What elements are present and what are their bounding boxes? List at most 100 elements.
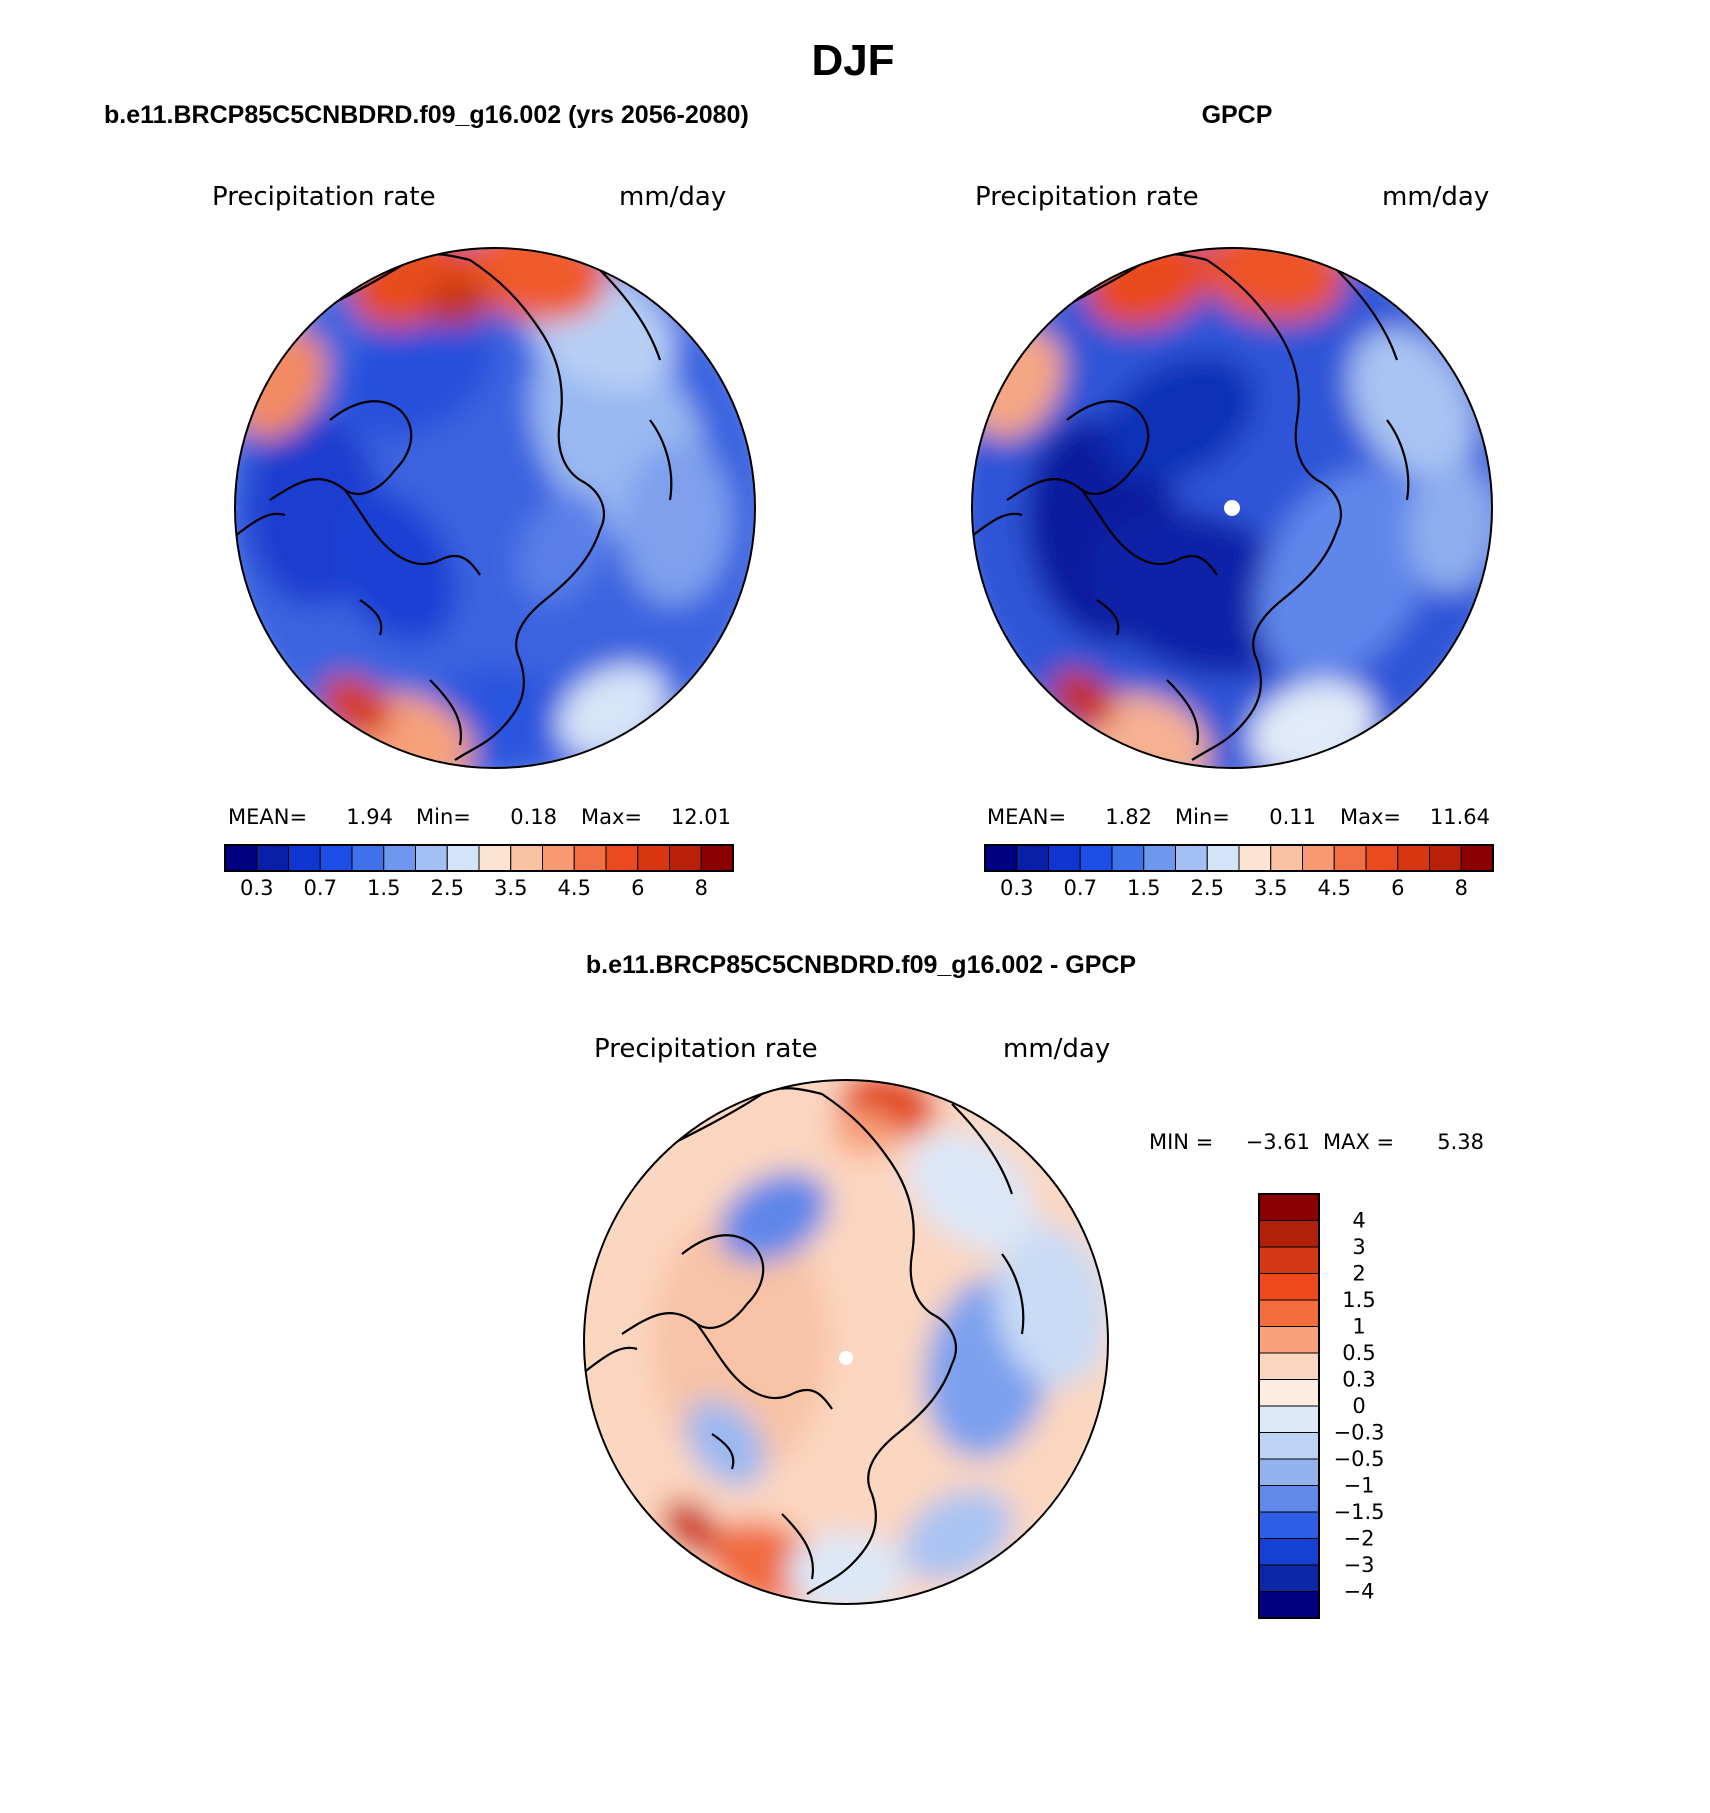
colorbar-box — [605, 844, 639, 872]
stats-model-mean-label: MEAN= — [228, 805, 307, 829]
colorbar-box — [1258, 1511, 1320, 1539]
stats-model-max: 12.01 — [671, 805, 731, 829]
colorbar-tick-label: 6 — [1391, 876, 1404, 900]
colorbar-box — [415, 844, 448, 872]
figure-title: DJF — [811, 36, 894, 85]
panel-model-units: mm/day — [619, 182, 726, 212]
panel-obs-units: mm/day — [1382, 182, 1489, 212]
field-region — [517, 492, 608, 602]
colorbar-tick-label: 0.3 — [1342, 1368, 1375, 1392]
colorbar-box — [446, 844, 480, 872]
field-region — [1256, 467, 1433, 679]
colorbar-box — [542, 844, 575, 872]
colorbar-tick-label: 8 — [1455, 876, 1468, 900]
field-region — [787, 1532, 905, 1604]
colorbar-box — [637, 844, 670, 872]
colorbar-box — [224, 844, 258, 872]
colorbar-tick-label: 3.5 — [494, 876, 527, 900]
colorbar-tick-label: −3 — [1344, 1553, 1375, 1577]
colorbar-tick-label: 6 — [631, 876, 644, 900]
colorbar-tick-label: 4.5 — [558, 876, 591, 900]
colorbar-box — [1258, 1564, 1320, 1592]
field-region — [341, 310, 493, 436]
stats-obs-min: 0.11 — [1269, 805, 1316, 829]
colorbar-box — [1258, 1220, 1320, 1248]
stats-diff: MIN = −3.61 MAX = 5.38 — [1149, 1130, 1484, 1154]
panel-model: b.e11.BRCP85C5CNBDRD.f09_g16.002 (yrs 20… — [104, 101, 756, 900]
field-region — [995, 1224, 1108, 1387]
colorbar-box — [1258, 1458, 1320, 1486]
stats-model-min-label: Min= — [416, 805, 471, 829]
panel-obs: GPCP Precipitation rate mm/day — [971, 101, 1494, 900]
colorbar-tick-label: 1.5 — [1342, 1288, 1375, 1312]
colorbar-tick-label: 2 — [1352, 1262, 1365, 1286]
stats-obs: MEAN= 1.82 Min= 0.11 Max= 11.64 — [987, 805, 1490, 829]
colorbar-box — [1016, 844, 1049, 872]
colorbar-box — [1175, 844, 1208, 872]
colorbar-box — [1365, 844, 1399, 872]
panel-obs-variable: Precipitation rate — [975, 182, 1199, 212]
map-model-outline — [234, 247, 756, 769]
colorbar-box — [1397, 844, 1430, 872]
colorbar-tick-label: 0.7 — [1064, 876, 1097, 900]
colorbar-box — [1333, 844, 1367, 872]
field-region — [620, 442, 732, 605]
colorbar-tick-label: −1.5 — [1334, 1500, 1385, 1524]
colorbar-frame — [984, 844, 1494, 872]
colorbar-tick-label: −1 — [1344, 1474, 1375, 1498]
field-region — [330, 490, 457, 643]
field-region — [426, 280, 492, 326]
colorbar-box — [1079, 844, 1113, 872]
colorbar-box — [1238, 844, 1272, 872]
colorbar-box — [1258, 1273, 1320, 1301]
colorbar-box — [288, 844, 321, 872]
colorbar-box — [1258, 1591, 1320, 1619]
stats-obs-max: 11.64 — [1430, 805, 1490, 829]
colorbar-box — [1258, 1538, 1320, 1566]
colorbar-obs: 0.3 0.7 1.5 2.5 3.5 4.5 6 8 — [984, 844, 1494, 900]
panel-diff-units: mm/day — [1003, 1034, 1110, 1064]
field-region — [1202, 248, 1345, 322]
panel-obs-header: GPCP — [1202, 101, 1273, 129]
colorbar-tick-label: 3.5 — [1254, 876, 1287, 900]
colorbar-tick-label: −4 — [1344, 1580, 1375, 1604]
stats-model-mean: 1.94 — [346, 805, 393, 829]
colorbar-box — [1258, 1485, 1320, 1513]
colorbar-box — [1258, 1432, 1320, 1460]
stats-diff-min-label: MIN = — [1149, 1130, 1213, 1154]
colorbar-box — [1143, 844, 1176, 872]
pole-marker-diff — [839, 1351, 853, 1365]
map-obs-outline — [971, 247, 1493, 769]
colorbar-box — [478, 844, 512, 872]
colorbar-box — [383, 844, 416, 872]
colorbar-box — [700, 844, 734, 872]
colorbar-tick-label: 4.5 — [1318, 876, 1351, 900]
stats-obs-mean: 1.82 — [1105, 805, 1152, 829]
stats-diff-min: −3.61 — [1246, 1130, 1310, 1154]
colorbar-box — [573, 844, 607, 872]
field-region — [1090, 511, 1311, 676]
panel-diff-variable: Precipitation rate — [594, 1034, 818, 1064]
field-region — [465, 248, 608, 322]
colorbar-box — [1258, 1246, 1320, 1274]
colorbar-box — [256, 844, 289, 872]
stats-diff-max-label: MAX = — [1323, 1130, 1394, 1154]
colorbar-tick-label: −2 — [1344, 1527, 1375, 1551]
panel-diff-header: b.e11.BRCP85C5CNBDRD.f09_g16.002 - GPCP — [586, 951, 1136, 979]
field-region — [684, 1399, 767, 1487]
colorbar-box — [1258, 1379, 1320, 1407]
colorbar-tick-label: 1.5 — [367, 876, 400, 900]
colorbar-tick-label: 2.5 — [431, 876, 464, 900]
field-region — [902, 1489, 1013, 1581]
stats-obs-max-label: Max= — [1340, 805, 1401, 829]
colorbar-box — [319, 844, 353, 872]
colorbar-box — [1460, 844, 1494, 872]
colorbar-box — [510, 844, 543, 872]
field-region — [1104, 355, 1256, 481]
colorbar-tick-label: 8 — [695, 876, 708, 900]
colorbar-box — [669, 844, 702, 872]
colorbar-tick-label: 3 — [1352, 1235, 1365, 1259]
colorbar-frame — [1258, 1193, 1320, 1619]
colorbar-tick-label: 0.3 — [240, 876, 273, 900]
